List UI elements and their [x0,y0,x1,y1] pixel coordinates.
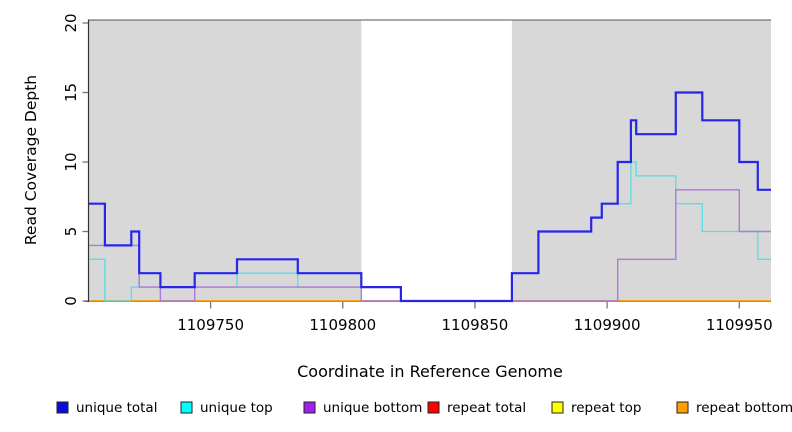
legend-label-repeat-total: repeat total [447,400,526,416]
axis-labels: 1109750 1109800 1109850 1109900 1109950 0 5 10 1… [22,13,773,381]
legend-swatch-repeat-top [551,401,564,414]
legend-label-unique-total: unique total [76,400,157,416]
legend: unique total unique top unique bottom repea… [56,400,792,416]
legend-label-unique-bottom: unique bottom [323,400,422,416]
legend-swatch-repeat-total [427,401,440,414]
legend-label-repeat-top: repeat top [571,400,641,416]
legend-item-unique-total: unique total [56,400,157,416]
y-tick-label: 20 [62,13,80,32]
y-tick-label: 10 [62,152,80,171]
legend-swatch-unique-bottom [303,401,316,414]
legend-item-repeat-total: repeat total [427,400,526,416]
legend-item-unique-top: unique top [180,400,273,416]
legend-label-repeat-bottom: repeat bottom [696,400,792,416]
legend-item-repeat-bottom: repeat bottom [676,400,792,416]
legend-label-unique-top: unique top [200,400,273,416]
x-tick-label: 1109950 [706,316,773,334]
x-tick-label: 1109850 [441,316,508,334]
legend-swatch-unique-total [56,401,69,414]
y-tick-label: 0 [62,296,80,306]
right-gray-band [511,20,771,301]
series-line-unique-bottom [89,189,771,302]
y-tick-label: 15 [62,83,80,102]
series-lines [89,91,771,303]
legend-item-unique-bottom: unique bottom [303,400,422,416]
x-tick-label: 1109750 [177,316,244,334]
shaded-regions [89,20,771,301]
legend-swatch-unique-top [180,401,193,414]
legend-swatch-repeat-bottom [676,401,689,414]
x-tick-label: 1109800 [309,316,376,334]
left-gray-band [89,20,362,301]
legend-item-repeat-top: repeat top [551,400,641,416]
x-tick-label: 1109900 [574,316,641,334]
y-axis-title: Read Coverage Depth [22,75,40,245]
x-axis-title: Coordinate in Reference Genome [297,362,563,381]
y-tick-label: 5 [62,227,80,237]
series-line-unique-total [89,91,771,303]
